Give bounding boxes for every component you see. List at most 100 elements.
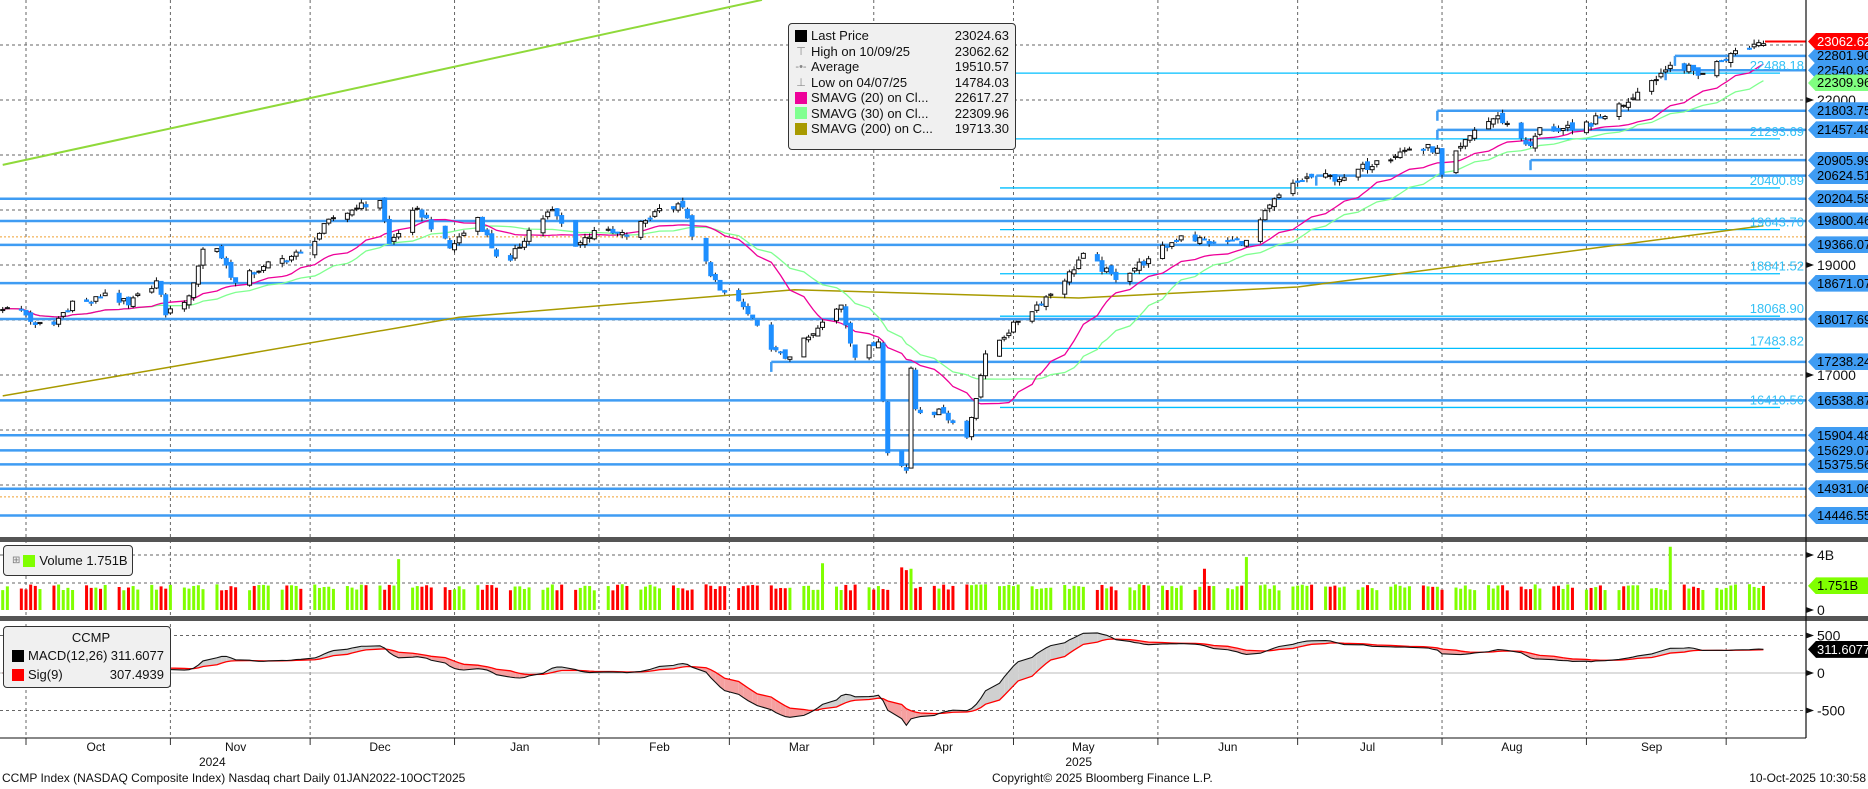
volume-bar (448, 589, 452, 610)
volume-bar (1240, 585, 1244, 610)
macd-legend-item[interactable]: MACD(12,26) 311.6077 (12, 646, 170, 665)
legend-item[interactable]: ⊥ Low on 04/07/25 14784.03 (795, 75, 1015, 91)
legend-item[interactable]: ⊤ High on 10/09/25 23062.62 (795, 44, 1015, 60)
macd-histogram-fill (911, 710, 916, 719)
macd-histogram-fill (459, 662, 464, 671)
support-level-tag: 19366.07 (1808, 236, 1868, 254)
candle-body (167, 308, 173, 314)
volume-bar (541, 589, 545, 610)
volume-bar (1431, 586, 1435, 610)
volume-bar (425, 585, 429, 610)
candle-body (1309, 173, 1315, 178)
volume-bar (1589, 587, 1593, 610)
candlesticks (0, 39, 1766, 474)
macd-tick-label: 500 (1817, 628, 1841, 644)
candle-body (186, 295, 192, 306)
candle-body (703, 237, 709, 262)
volume-bar (94, 587, 98, 610)
volume-bar (508, 590, 512, 610)
candle-body (1267, 204, 1273, 209)
macd-histogram-fill (906, 708, 912, 726)
candle-body (1392, 155, 1398, 158)
candle-body (1630, 97, 1636, 100)
candle-body (1127, 272, 1133, 282)
volume-bar (644, 586, 648, 610)
candle-body (1034, 304, 1040, 311)
candle-body (1276, 194, 1282, 198)
volume-bar (550, 584, 554, 610)
price-legend[interactable]: Last Price 23024.63 ⊤ High on 10/09/25 23062… (788, 23, 1016, 150)
volume-bar (942, 584, 946, 610)
candle-body (1365, 161, 1371, 170)
legend-item[interactable]: -•- Average 19510.57 (795, 59, 1015, 75)
candle-body (1616, 103, 1622, 117)
candle-body (969, 416, 975, 438)
legend-item[interactable]: SMAVG (200) on C... 19713.30 (795, 121, 1015, 137)
macd-legend-label: Sig(9) (28, 667, 63, 682)
volume-label: Volume (39, 553, 83, 569)
fib-level-label: 16410.56 (1750, 392, 1804, 407)
volume-bar (52, 585, 56, 610)
macd-legend[interactable]: CCMP MACD(12,26) 311.6077 Sig(9) 307.4939 (3, 626, 171, 688)
legend-item[interactable]: Last Price 23024.63 (795, 28, 1015, 44)
volume-bar (490, 585, 494, 610)
candle-body (591, 230, 597, 240)
candle-body (489, 233, 495, 249)
color-swatch-icon (795, 29, 807, 42)
volume-bar (159, 586, 163, 610)
macd-histogram-fill (738, 681, 744, 698)
support-level-tag: 20204.58 (1808, 190, 1868, 208)
support-level-tag: 21457.48 (1808, 121, 1868, 139)
volume-bar (131, 586, 135, 610)
volume-bar (853, 584, 857, 610)
footer-timestamp: 10-Oct-2025 10:30:58 (1749, 771, 1866, 785)
candle-body (1593, 115, 1599, 125)
candle-body (130, 297, 136, 307)
volume-legend[interactable]: ⊞ Volume 1.751B (3, 545, 133, 576)
expand-icon[interactable]: ⊞ (12, 555, 21, 567)
volume-bar (1636, 585, 1640, 610)
candle-body (149, 288, 155, 293)
candle-body (135, 293, 141, 296)
volume-bar (397, 559, 401, 610)
candle-body (1602, 116, 1608, 120)
candle-body (456, 236, 462, 244)
volume-bar (196, 585, 200, 610)
volume-bar (66, 587, 70, 610)
candle-body (1178, 235, 1184, 241)
volume-bar (704, 584, 708, 610)
macd-legend-item[interactable]: Sig(9) 307.4939 (12, 665, 170, 684)
volume-bar (1170, 586, 1174, 610)
volume-bar (187, 588, 191, 610)
candle-body (233, 277, 239, 284)
macd-histogram-fill (887, 700, 902, 719)
volume-bar (1692, 586, 1696, 610)
macd-histogram-fill (203, 657, 217, 667)
candle-body (964, 420, 970, 438)
candle-body (875, 341, 881, 349)
volume-bar (1761, 585, 1765, 610)
candle-body (1229, 239, 1235, 242)
macd-histogram-fill (1008, 666, 1014, 691)
volume-bar (24, 589, 28, 610)
macd-tick-label: 0 (1817, 665, 1825, 681)
volume-bar (900, 567, 904, 610)
volume-bar (215, 584, 219, 610)
volume-bar (299, 588, 303, 610)
volume-bar (415, 586, 419, 610)
volume-bar (1002, 586, 1006, 610)
volume-bar (1193, 589, 1197, 610)
candle-body (1099, 260, 1105, 272)
legend-label: SMAVG (200) on C... (811, 121, 933, 137)
legend-item[interactable]: SMAVG (30) on Cl... 22309.96 (795, 106, 1015, 122)
volume-bar (974, 584, 978, 610)
legend-item[interactable]: SMAVG (20) on Cl... 22617.27 (795, 90, 1015, 106)
macd-histogram-fill (431, 656, 446, 663)
candle-body (1206, 241, 1212, 245)
candle-body (377, 199, 383, 209)
volume-bar (1142, 585, 1146, 610)
candle-body (32, 322, 38, 326)
macd-histogram-fill (720, 675, 725, 691)
price-overlays (0, 0, 1806, 517)
price-tick-label-marker (1806, 97, 1814, 103)
